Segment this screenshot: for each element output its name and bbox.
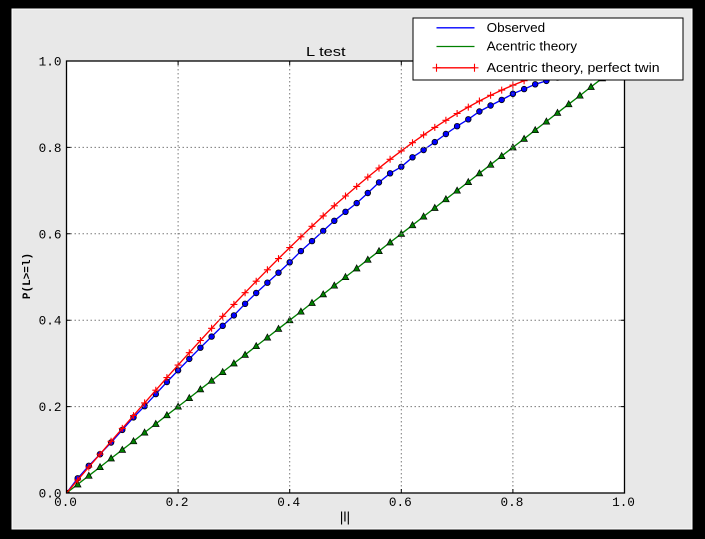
svg-text:0.8: 0.8 <box>39 141 62 156</box>
svg-text:Observed: Observed <box>487 21 546 35</box>
svg-text:0.4: 0.4 <box>39 314 62 329</box>
svg-text:Acentric theory, perfect twin: Acentric theory, perfect twin <box>487 61 660 75</box>
svg-text:Acentric theory: Acentric theory <box>487 40 578 54</box>
svg-text:0.0: 0.0 <box>39 487 62 502</box>
svg-text:L test: L test <box>306 44 346 59</box>
svg-text:P(L>=l): P(L>=l) <box>22 253 34 299</box>
svg-text:0.6: 0.6 <box>39 227 62 242</box>
svg-text:|l|: |l| <box>340 509 350 525</box>
svg-text:0.0: 0.0 <box>54 495 77 510</box>
svg-text:1.0: 1.0 <box>39 55 62 70</box>
svg-text:0.6: 0.6 <box>389 495 412 510</box>
svg-text:0.2: 0.2 <box>166 495 189 510</box>
svg-text:0.4: 0.4 <box>277 495 300 510</box>
svg-text:1.0: 1.0 <box>612 495 635 510</box>
svg-text:0.8: 0.8 <box>500 495 523 510</box>
svg-text:0.2: 0.2 <box>39 400 62 415</box>
